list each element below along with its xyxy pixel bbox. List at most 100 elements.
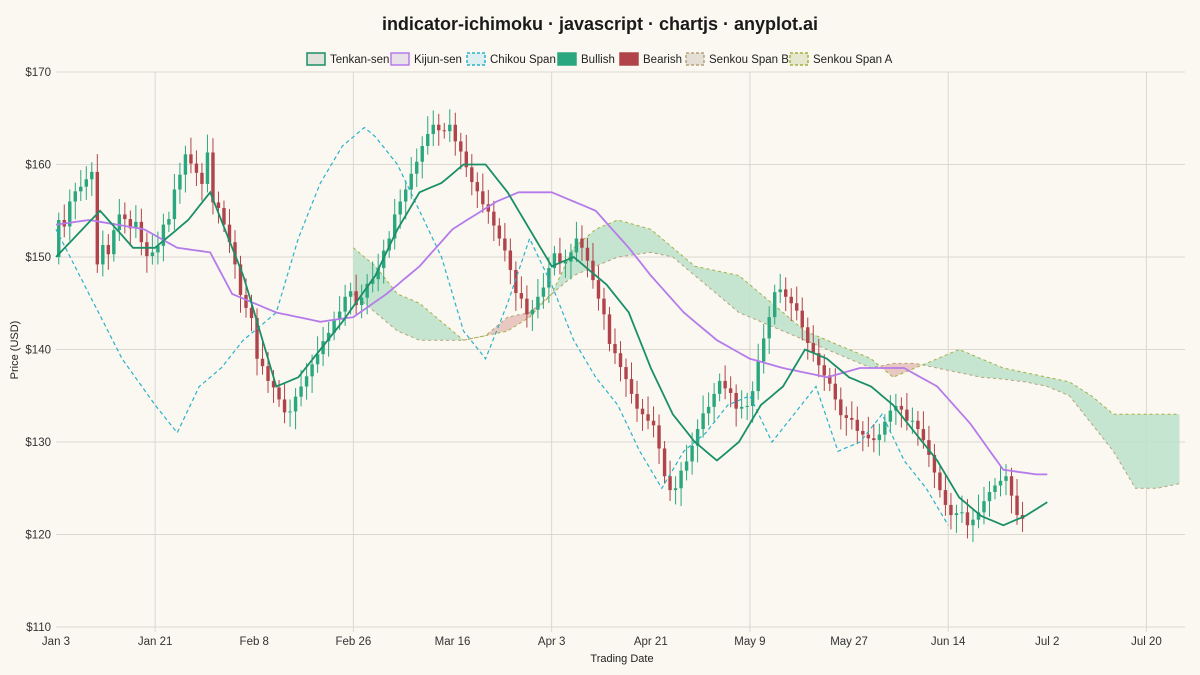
bearish-candle [481, 191, 485, 205]
bearish-candle [139, 221, 144, 243]
bearish-candle [123, 214, 127, 220]
bullish-candle [172, 189, 177, 220]
bullish-candle [530, 309, 535, 315]
bullish-candle [68, 201, 72, 227]
x-axis-label: Trading Date [590, 653, 653, 665]
bullish-candle [563, 261, 568, 264]
bearish-candle [839, 399, 843, 416]
bearish-candle [492, 211, 496, 226]
bearish-candle [662, 448, 667, 477]
bullish-candle [156, 245, 160, 253]
bearish-candle [354, 291, 358, 306]
bullish-candle [299, 386, 303, 397]
bullish-candle [101, 244, 105, 265]
bullish-cloud [548, 220, 880, 368]
bullish-candle [359, 297, 364, 306]
bullish-candle [717, 380, 722, 394]
y-tick-label: $120 [25, 530, 51, 542]
bearish-candle [244, 294, 248, 308]
bearish-candle [668, 476, 672, 491]
chart-legend[interactable]: Tenkan-sen Kijun-sen Chikou Span Bullish Bea… [306, 52, 893, 66]
bearish-candle [486, 204, 491, 212]
bearish-candle [844, 415, 849, 418]
candlesticks [57, 109, 1025, 542]
bullish-candle [877, 434, 882, 441]
bearish-candle [260, 358, 265, 367]
bearish-candle [806, 327, 810, 344]
bullish-candle [888, 410, 893, 422]
bullish-candle [684, 461, 689, 471]
bearish-candle [145, 242, 149, 257]
bullish-candle [161, 224, 166, 246]
bullish-candle [574, 238, 579, 253]
bullish-candle [761, 338, 766, 362]
bearish-candle [657, 425, 661, 449]
legend-swatch [390, 52, 410, 66]
bearish-candle [216, 202, 221, 208]
bearish-candle [585, 247, 590, 261]
bearish-candle [194, 163, 199, 173]
bullish-candle [712, 393, 716, 407]
y-tick-label: $130 [25, 437, 51, 449]
y-tick-label: $160 [25, 160, 51, 172]
bullish-candle [695, 429, 700, 446]
bullish-candle [90, 171, 94, 180]
legend-swatch [557, 52, 577, 66]
bullish-candle [392, 214, 397, 239]
legend-swatch [789, 52, 809, 66]
bearish-candle [640, 408, 645, 415]
bullish-candle [415, 161, 419, 174]
bullish-candle [398, 201, 402, 215]
bearish-candle [927, 440, 931, 455]
chikou-span-line [55, 126, 949, 526]
bearish-candle [503, 238, 507, 251]
indicator-lines [55, 126, 1048, 527]
x-tick-label: Apr 21 [634, 636, 668, 648]
bullish-candle [167, 219, 171, 225]
bullish-candle [679, 470, 683, 489]
y-axis-label: Price (USD) [9, 321, 21, 380]
y-tick-label: $140 [25, 345, 51, 357]
legend-label: Kijun-sen [414, 54, 462, 66]
bearish-candle [833, 383, 837, 400]
x-tick-label: Jul 2 [1035, 636, 1059, 648]
legend-label: Senkou Span A [813, 54, 893, 66]
bearish-candle [497, 225, 502, 239]
bearish-candle [861, 430, 865, 435]
bearish-cloud [879, 363, 921, 378]
bullish-candle [337, 311, 342, 319]
bearish-candle [453, 124, 457, 142]
bullish-candle [404, 189, 408, 202]
bullish-candle [552, 253, 557, 269]
bullish-candle [409, 173, 413, 190]
bullish-candle [288, 411, 292, 413]
bullish-candle [84, 179, 88, 187]
bearish-candle [580, 238, 584, 248]
bullish-candle [756, 361, 760, 392]
bearish-candle [921, 429, 926, 441]
bearish-candle [723, 380, 727, 389]
bullish-candle [431, 124, 435, 134]
bullish-candle [57, 220, 61, 257]
bearish-candle [596, 280, 601, 299]
bearish-candle [822, 365, 826, 376]
bearish-candle [607, 314, 612, 344]
bullish-cloud [353, 247, 486, 341]
legend-label: Senkou Span B [709, 54, 789, 66]
bearish-candle [470, 167, 474, 183]
bullish-candle [420, 146, 424, 162]
bearish-candle [128, 219, 133, 229]
bearish-candle [282, 399, 287, 413]
bullish-candle [750, 391, 755, 406]
x-tick-label: May 27 [830, 636, 868, 648]
bullish-candle [541, 287, 546, 297]
bullish-candle [426, 133, 430, 146]
bullish-candle [536, 296, 540, 310]
bullish-candle [982, 501, 986, 513]
bearish-candle [811, 343, 815, 354]
bullish-candle [772, 292, 777, 318]
bearish-candle [519, 293, 524, 299]
bearish-candle [525, 298, 529, 315]
bearish-candle [734, 392, 738, 409]
bullish-candle [960, 512, 964, 514]
